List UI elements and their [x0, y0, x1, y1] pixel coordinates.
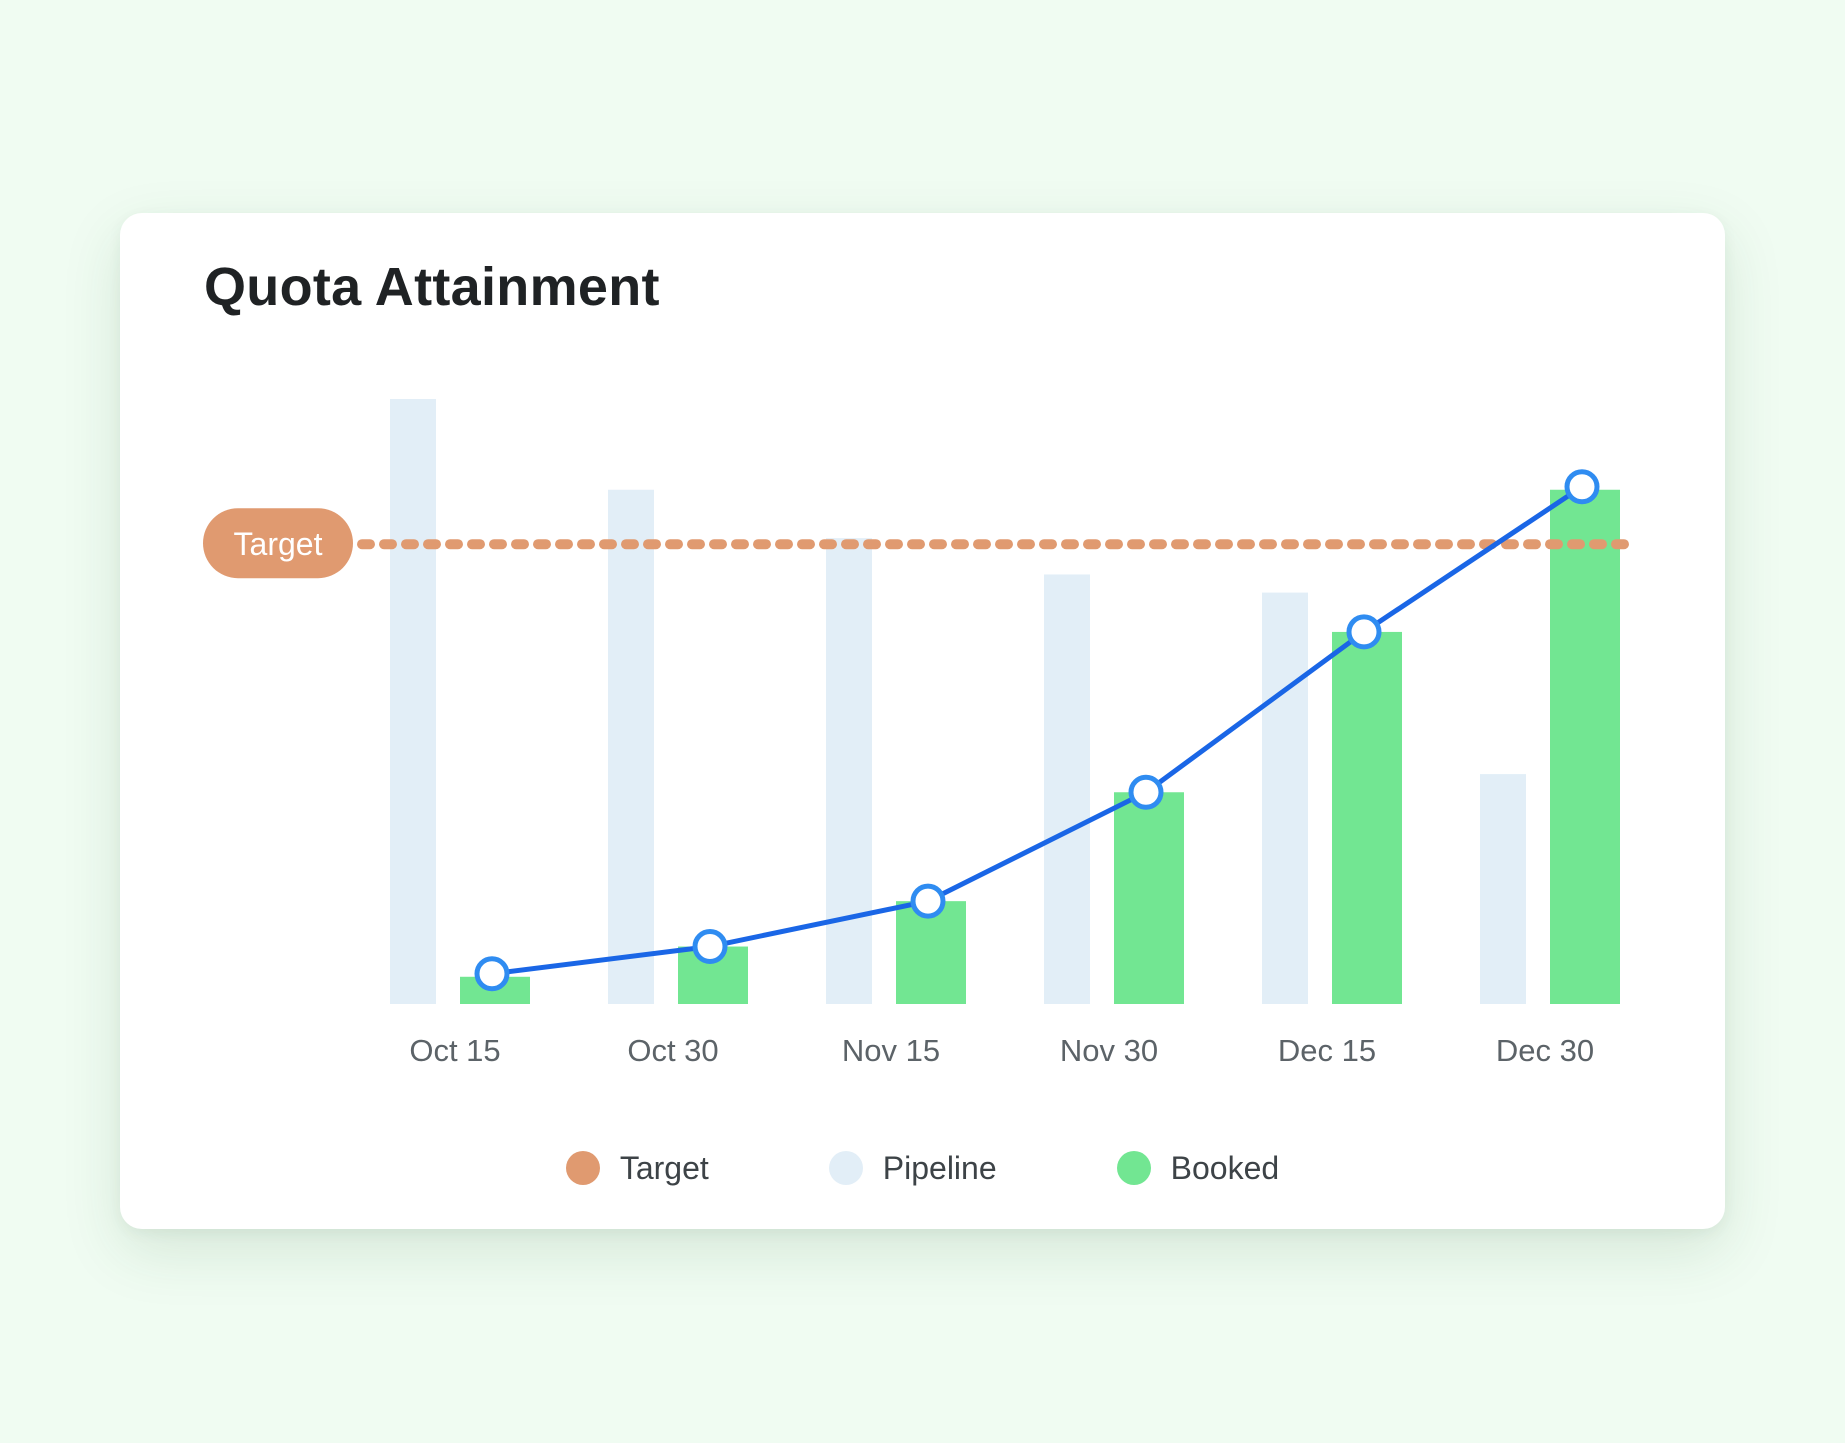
booked-bar-6 [1550, 489, 1620, 1004]
chart-legend: Target Pipeline Booked [0, 1148, 1845, 1188]
booked-point-1 [474, 956, 510, 992]
legend-swatch-pipeline [828, 1151, 863, 1185]
legend-item-booked: Booked [1116, 1148, 1280, 1188]
booked-point-6 [1564, 469, 1600, 505]
chart-title: Quota Attainment [204, 257, 660, 317]
booked-point-4 [1128, 774, 1164, 810]
x-tick-label-4: Nov 30 [1060, 1033, 1158, 1068]
booked-bar-4 [1114, 792, 1184, 1004]
chart-card [120, 213, 1725, 1229]
x-tick-label-3: Nov 15 [842, 1033, 940, 1068]
target-pill [203, 508, 353, 579]
pipeline-bar-3 [826, 538, 872, 1004]
legend-label-target: Target [619, 1150, 709, 1186]
booked-trend-line [489, 484, 1585, 977]
booked-point-3 [910, 883, 946, 919]
booked-point-2 [692, 929, 728, 965]
x-tick-label-1: Oct 15 [409, 1033, 500, 1068]
pipeline-bar-5 [1262, 592, 1308, 1004]
legend-swatch-booked [1116, 1151, 1151, 1185]
x-tick-label-6: Dec 30 [1496, 1033, 1594, 1068]
legend-swatch-target [565, 1151, 600, 1185]
legend-item-target: Target [565, 1148, 709, 1188]
booked-bar-5 [1332, 631, 1402, 1004]
pipeline-bar-4 [1044, 574, 1090, 1004]
x-tick-label-2: Oct 30 [627, 1033, 718, 1068]
booked-point-5 [1346, 614, 1382, 650]
pipeline-bar-1 [390, 399, 436, 1004]
x-tick-label-5: Dec 15 [1278, 1033, 1376, 1068]
legend-label-booked: Booked [1170, 1150, 1280, 1186]
legend-item-pipeline: Pipeline [828, 1148, 997, 1188]
pipeline-bar-6 [1480, 774, 1526, 1004]
legend-label-pipeline: Pipeline [882, 1150, 997, 1186]
pipeline-bar-2 [608, 489, 654, 1004]
target-pill-label: Target [234, 526, 323, 562]
